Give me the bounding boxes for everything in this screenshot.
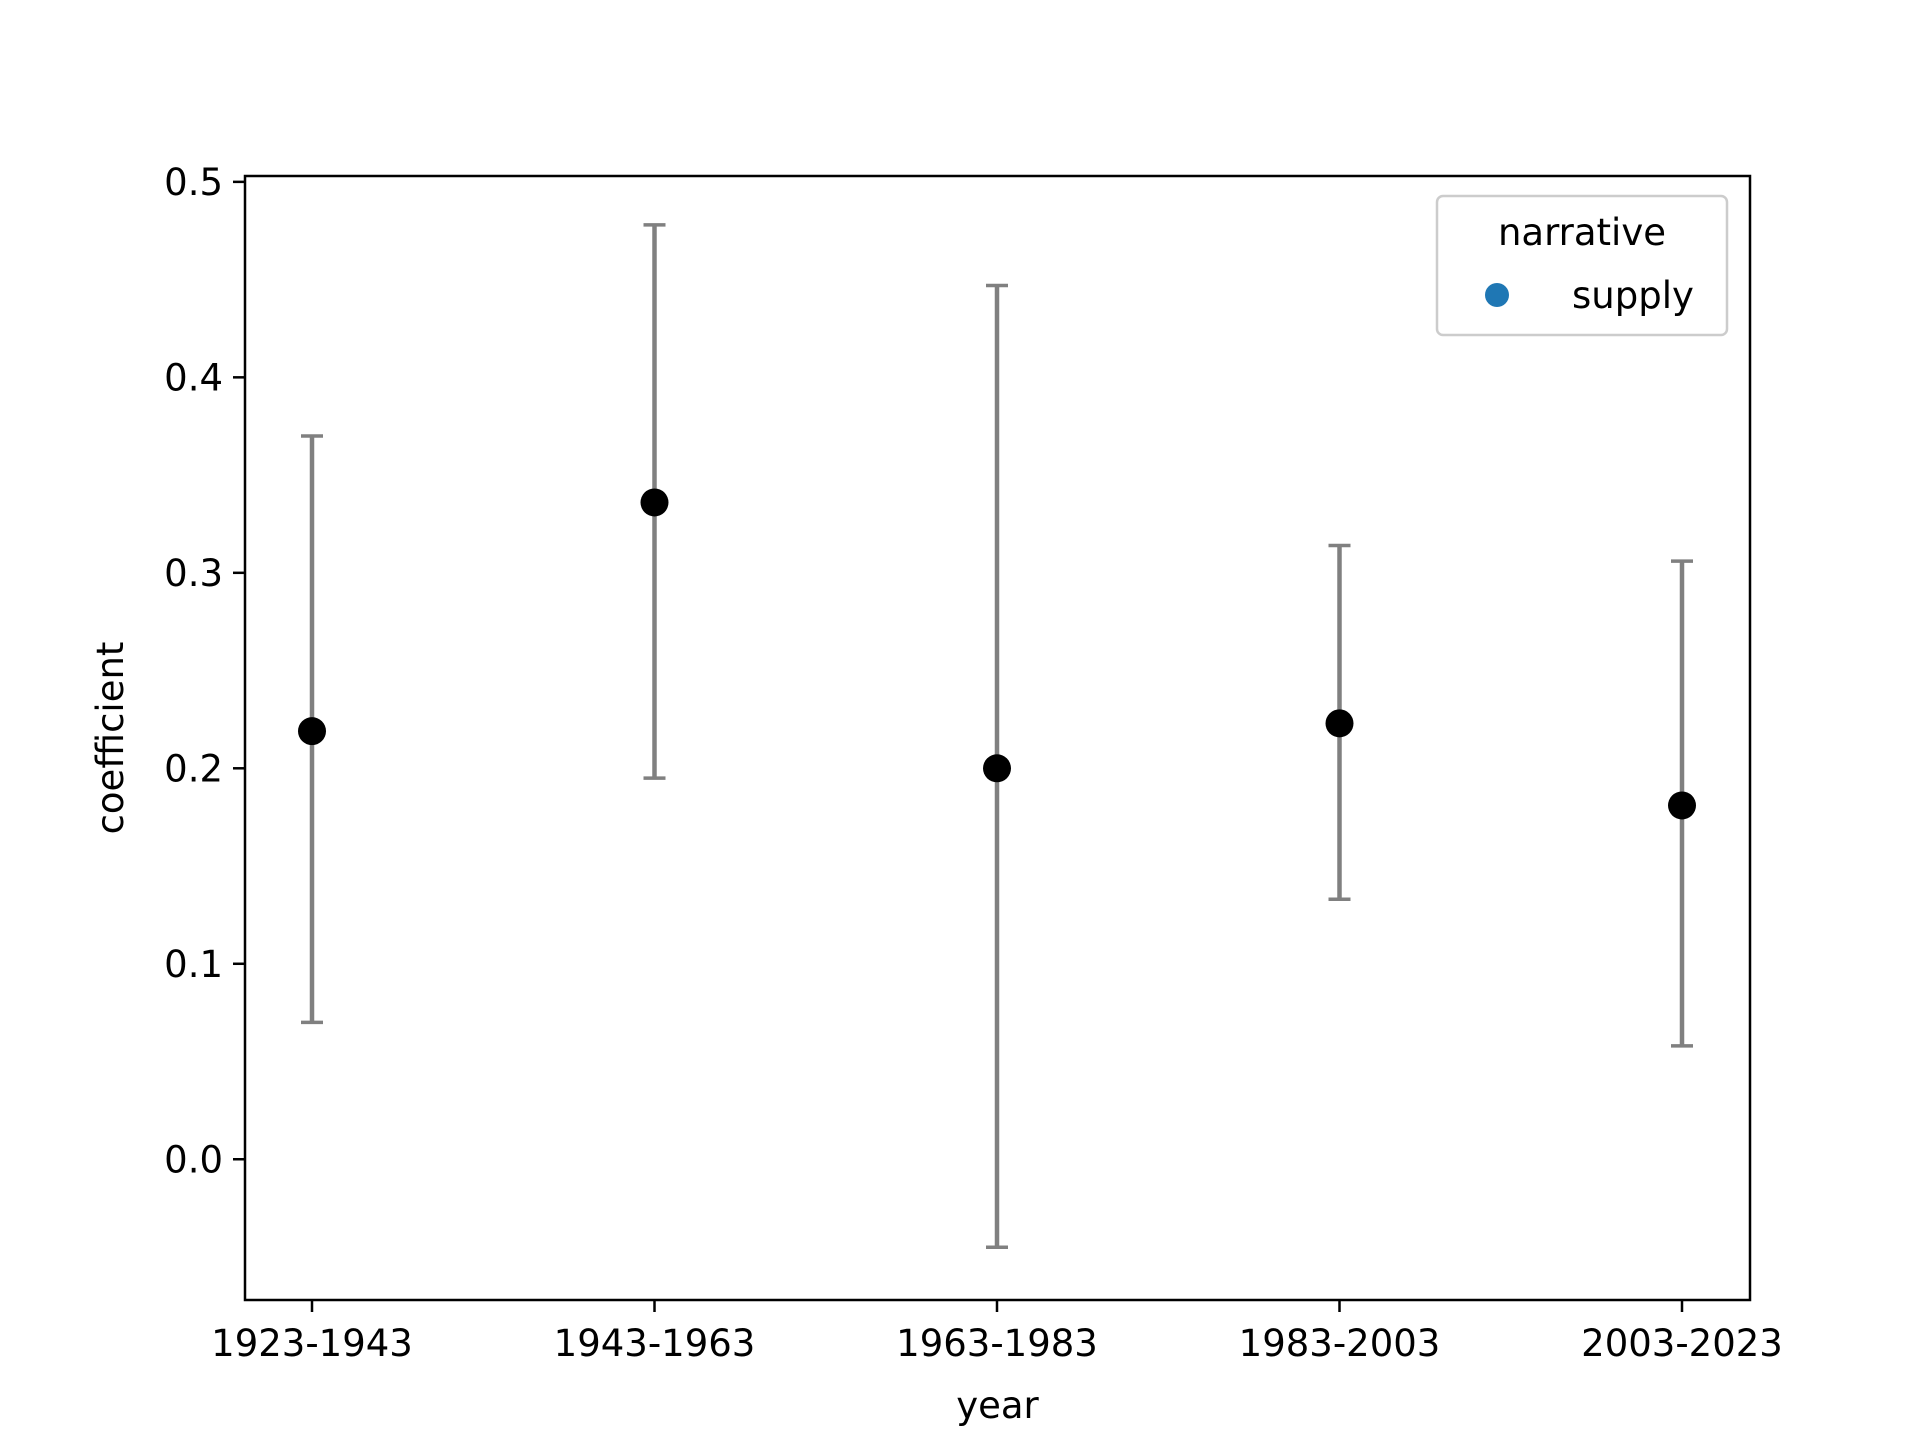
y-axis: 0.0 0.1 0.2 0.3 0.4 0.5 bbox=[164, 161, 245, 1181]
x-tick-label-2003-2023: 2003-2023 bbox=[1581, 1322, 1783, 1365]
y-tick-label-0.2: 0.2 bbox=[164, 747, 223, 790]
y-tick-label-0.5: 0.5 bbox=[164, 161, 223, 204]
data-point-1983-2003 bbox=[1325, 709, 1354, 738]
legend-label-supply: supply bbox=[1572, 274, 1694, 317]
x-tick-label-1983-2003: 1983-2003 bbox=[1239, 1322, 1441, 1365]
legend: narrative supply bbox=[1435, 194, 1729, 337]
x-tick-label-1963-1983: 1963-1983 bbox=[896, 1322, 1098, 1365]
y-tick-label-0.1: 0.1 bbox=[164, 943, 223, 986]
y-axis-label: coefficient bbox=[89, 642, 132, 835]
data-point-1963-1983 bbox=[983, 754, 1011, 783]
data-point-1943-1963 bbox=[640, 488, 669, 517]
legend-marker bbox=[1485, 283, 1509, 307]
points-layer bbox=[298, 488, 1696, 820]
y-tick-label-0.3: 0.3 bbox=[164, 552, 223, 595]
x-axis-label: year bbox=[956, 1384, 1039, 1427]
data-point-2003-2023 bbox=[1668, 791, 1696, 820]
legend-box bbox=[1435, 194, 1729, 337]
legend-title: narrative bbox=[1498, 211, 1666, 254]
x-tick-label-1943-1963: 1943-1963 bbox=[554, 1322, 756, 1365]
x-axis: 1923-1943 1943-1963 1963-1983 1983-2003 2003… bbox=[211, 1300, 1783, 1365]
y-tick-label-0.4: 0.4 bbox=[164, 356, 223, 399]
data-point-1923-1943 bbox=[298, 717, 326, 746]
y-tick-label-0.0: 0.0 bbox=[164, 1138, 223, 1181]
x-tick-label-1923-1943: 1923-1943 bbox=[211, 1322, 413, 1365]
